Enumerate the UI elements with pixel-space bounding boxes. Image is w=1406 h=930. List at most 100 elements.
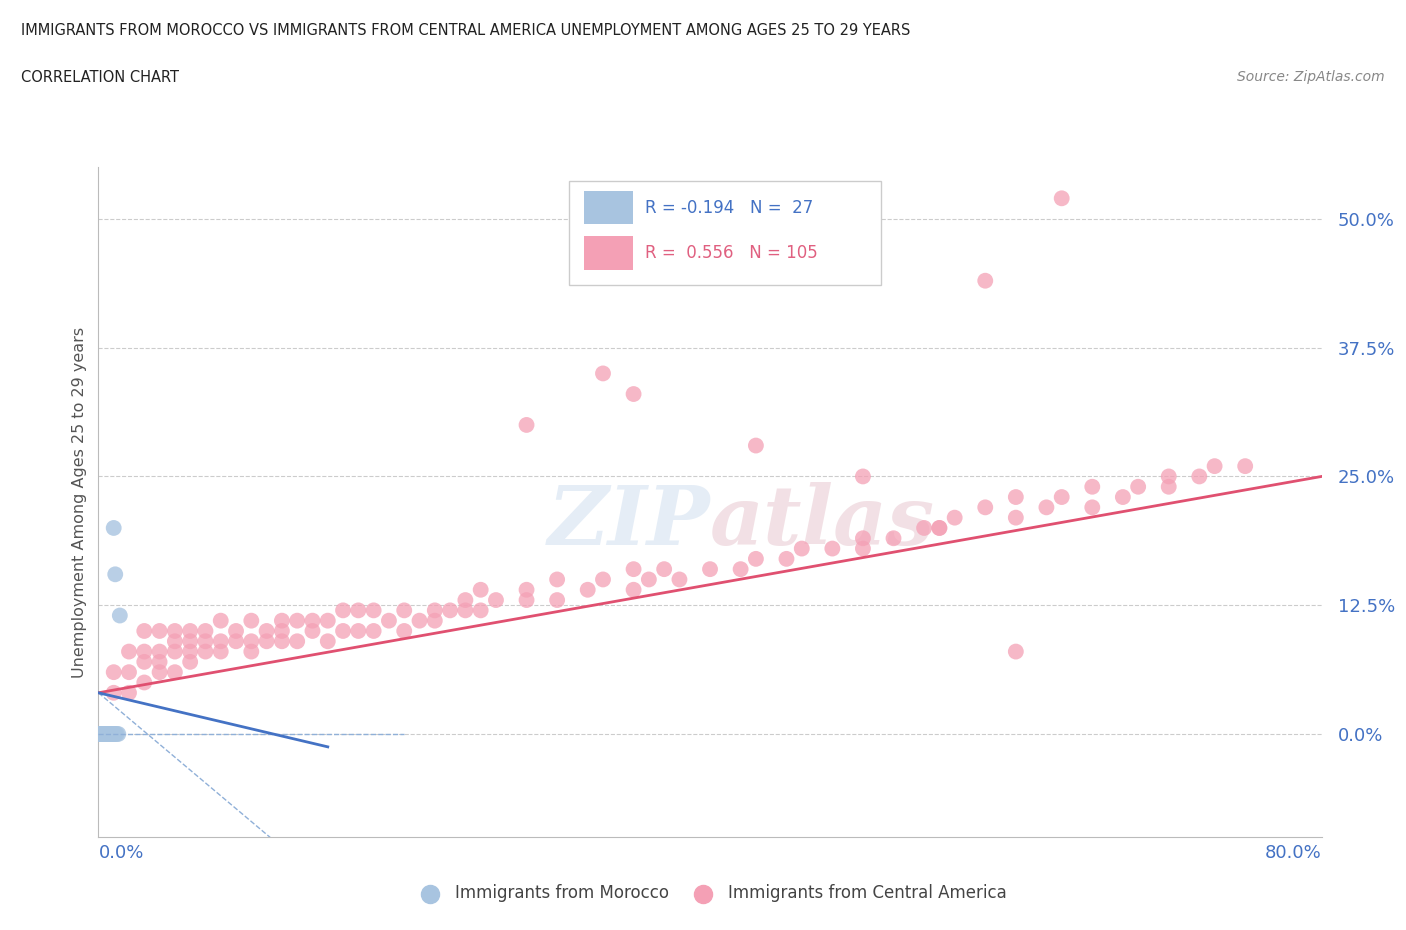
Point [363,623,385,638]
Point [108,608,131,623]
Point [179,623,201,638]
Point [87,726,110,741]
Point [118,685,141,700]
Point [103,665,125,680]
Point [94,726,117,741]
Point [87,726,110,741]
Point [103,685,125,700]
Point [623,562,645,577]
Point [93,726,115,741]
Point [101,726,124,741]
Point [194,644,217,659]
Point [1050,489,1073,504]
Point [194,634,217,649]
Point [91,726,114,741]
Point [301,623,323,638]
Point [454,592,477,607]
Point [240,634,263,649]
Point [928,521,950,536]
Point [104,726,127,741]
Point [516,592,538,607]
Point [668,572,690,587]
Point [225,634,247,649]
Bar [583,191,633,224]
Point [100,726,122,741]
Point [107,726,129,741]
Point [149,623,172,638]
Point [392,623,416,638]
Point [163,644,186,659]
Point [1234,458,1257,473]
Point [592,366,614,381]
Point [209,613,232,628]
Point [1157,479,1180,494]
Y-axis label: Unemployment Among Ages 25 to 29 years: Unemployment Among Ages 25 to 29 years [72,326,87,678]
Point [576,582,599,597]
Point [149,665,172,680]
Text: 0.0%: 0.0% [98,844,143,862]
Point [94,726,117,741]
Point [363,603,385,618]
Point [240,613,263,628]
Point [378,613,401,628]
Point [1188,469,1211,484]
Point [256,623,278,638]
Point [179,634,201,649]
Point [94,726,117,741]
Point [105,726,128,741]
Point [270,613,292,628]
Point [1004,489,1026,504]
Point [775,551,797,566]
Text: CORRELATION CHART: CORRELATION CHART [21,70,179,85]
FancyBboxPatch shape [569,180,882,285]
Point [408,613,430,628]
Point [103,726,125,741]
Legend: Immigrants from Morocco, Immigrants from Central America: Immigrants from Morocco, Immigrants from… [406,878,1014,909]
Point [93,726,115,741]
Point [852,541,875,556]
Point [790,541,813,556]
Point [87,726,110,741]
Point [347,603,370,618]
Point [745,438,768,453]
Point [1128,479,1150,494]
Point [163,665,186,680]
Point [912,521,935,536]
Point [97,726,120,741]
Point [1004,644,1026,659]
Point [209,644,232,659]
Text: ZIP: ZIP [547,483,710,563]
Point [90,726,112,741]
Point [332,623,354,638]
Point [149,655,172,670]
Point [1081,500,1104,515]
Point [852,531,875,546]
Point [1081,479,1104,494]
Point [745,551,768,566]
Point [163,634,186,649]
Text: R =  0.556   N = 105: R = 0.556 N = 105 [645,244,818,262]
Point [103,521,125,536]
Text: 80.0%: 80.0% [1265,844,1322,862]
Point [423,603,446,618]
Point [316,634,339,649]
Text: atlas: atlas [710,483,935,563]
Point [100,726,122,741]
Point [134,623,156,638]
Point [285,613,308,628]
Point [392,603,416,618]
Point [454,603,477,618]
Point [134,644,156,659]
Point [256,634,278,649]
Point [97,726,120,741]
Point [149,644,172,659]
Point [134,655,156,670]
Point [194,623,217,638]
Point [118,644,141,659]
Point [270,634,292,649]
Text: Source: ZipAtlas.com: Source: ZipAtlas.com [1237,70,1385,84]
Point [118,665,141,680]
Point [652,562,675,577]
Point [91,726,114,741]
Point [821,541,844,556]
